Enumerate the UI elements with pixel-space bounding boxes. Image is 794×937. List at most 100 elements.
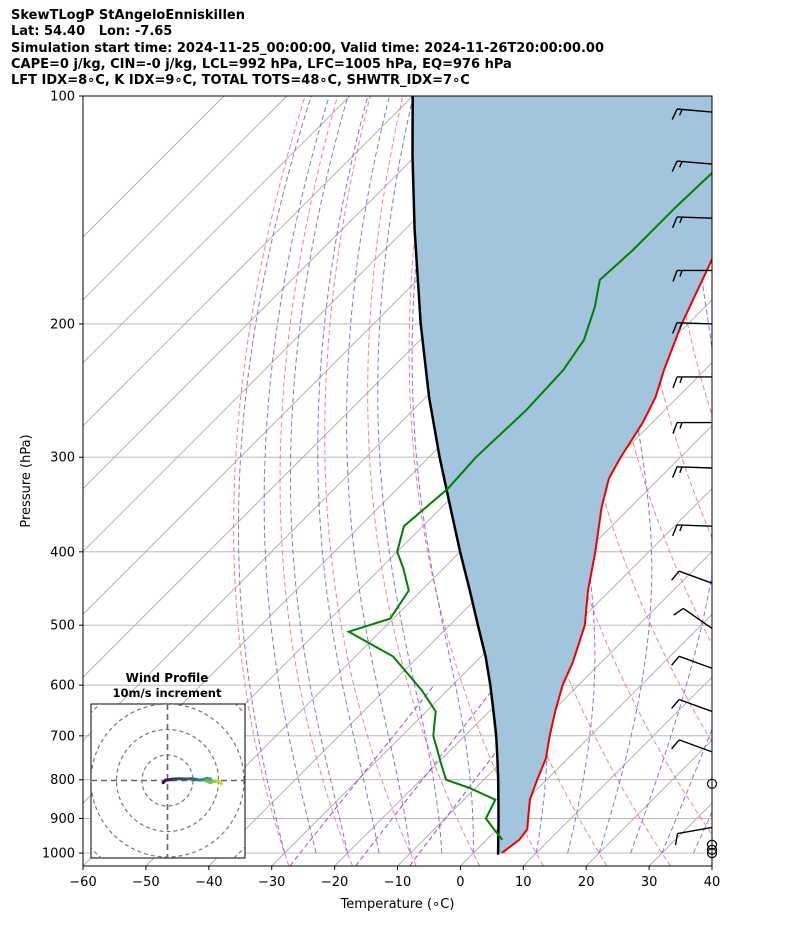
dewpoint-profile-line (346, 171, 712, 841)
wind-barb-calm (706, 848, 718, 859)
wind-barb-staff (676, 524, 713, 527)
location-line: Lat: 54.40 Lon: -7.65 (11, 24, 173, 40)
temperature-tick-label: −10 (384, 875, 411, 890)
wind-barb-flag (671, 570, 680, 581)
dry-adiabat (629, 96, 712, 539)
temperature-tick-label: 0 (456, 875, 464, 890)
moist-adiabat (598, 96, 653, 854)
wind-barb-staff (676, 321, 713, 325)
moist-adiabat (661, 727, 712, 854)
isotherm-line (83, 96, 476, 490)
x-axis-label: Temperature (∘C) (340, 897, 455, 912)
moist-adiabat (725, 96, 794, 853)
pressure-tick-label: 300 (50, 451, 75, 466)
wind-barb-staff (678, 739, 713, 753)
pressure-tick-label: 400 (50, 545, 75, 560)
wind-barb-flag (671, 108, 678, 120)
pressure-tick-label: 900 (50, 812, 75, 827)
isotherm-line (83, 96, 225, 238)
moist-adiabat (411, 96, 474, 854)
temperature-tick-label: −30 (258, 875, 285, 890)
temperature-tick-label: 10 (515, 875, 532, 890)
plot-area (83, 96, 794, 866)
mixing-ratio-line (355, 684, 497, 866)
cape-cin-shading (412, 96, 712, 855)
dry-adiabat (729, 96, 794, 866)
hodograph-subtitle: 10m/s increment (113, 686, 222, 700)
pressure-tick-label: 1000 (42, 847, 75, 862)
wind-barb-flag (671, 322, 678, 334)
hodograph-title: Wind Profile (126, 671, 209, 685)
time-line: Simulation start time: 2024-11-25_00:00:… (11, 40, 604, 56)
wind-barbs (671, 108, 718, 859)
moist-adiabat (346, 96, 411, 854)
wind-barb-flag (674, 833, 679, 846)
moist-adiabat (317, 96, 380, 854)
wind-barb-flag (671, 216, 678, 229)
wind-barb-staff (678, 655, 713, 669)
temperature-profile-line (500, 256, 712, 854)
wind-barb-calm (706, 839, 718, 850)
isotherm-line (83, 96, 414, 427)
isotherm-line (83, 96, 539, 553)
wind-barb-flag (672, 422, 678, 434)
wind-barb-flag (671, 739, 680, 750)
moist-adiabat (238, 96, 312, 854)
hodograph-plot (91, 704, 245, 858)
temperature-tick-label: 30 (641, 875, 658, 890)
wind-barb-half (679, 422, 683, 429)
wind-barb-half (678, 109, 683, 116)
wind-barb-flag (671, 466, 678, 478)
pressure-tick-label: 800 (50, 773, 75, 788)
pressure-tick-label: 600 (50, 679, 75, 694)
wind-barb-calm (706, 844, 718, 855)
temperature-tick-label: −60 (69, 875, 96, 890)
chart-header: SkewTLogP StAngeloEnniskillen Lat: 54.40… (11, 8, 604, 89)
temperature-tick-label: −20 (321, 875, 348, 890)
wind-barb-staff (678, 698, 713, 713)
temperature-tick-label: 40 (704, 875, 721, 890)
wind-barb-flag (671, 524, 678, 537)
wind-barb-staff (678, 570, 713, 584)
temperature-tick-label: −40 (195, 875, 222, 890)
isotherm-line (522, 676, 712, 866)
wind-barb-half (679, 270, 683, 277)
wind-barb-half (679, 376, 683, 384)
wind-barb-flag (671, 655, 680, 666)
dry-adiabat (761, 96, 794, 866)
cape-line: CAPE=0 j/kg, CIN=-0 j/kg, LCL=992 hPa, L… (11, 56, 512, 72)
pressure-tick-label: 500 (50, 619, 75, 634)
isotherm-line (711, 865, 712, 866)
wind-barb-flag (671, 160, 678, 172)
wind-barb-calm (706, 778, 718, 789)
wind-barb-flag (673, 607, 684, 616)
wind-barb-half (679, 466, 683, 474)
isotherm-line (334, 487, 712, 866)
wind-barb-half (678, 161, 683, 168)
y-axis-label: Pressure (hPa) (19, 434, 34, 527)
pressure-tick-label: 700 (50, 729, 75, 744)
pressure-tick-label: 200 (50, 317, 75, 332)
wind-barb-staff (676, 216, 713, 219)
wind-barb-half (679, 216, 683, 224)
wind-barb-flag (672, 376, 678, 389)
isotherm-line (271, 425, 712, 866)
moist-adiabat (630, 96, 712, 854)
wind-barb-staff (676, 466, 713, 469)
moist-adiabat (263, 96, 330, 854)
wind-barb-half (679, 524, 683, 532)
pressure-tick-label: 100 (50, 90, 75, 105)
isotherm-line (460, 613, 712, 866)
wind-barb-half (679, 322, 683, 330)
chart-title: SkewTLogP StAngeloEnniskillen (11, 8, 245, 23)
mixing-ratio-line (289, 684, 435, 866)
dry-adiabat (233, 96, 306, 866)
moist-adiabat (290, 96, 349, 854)
wind-barb-staff (677, 108, 713, 113)
index-line: LFT IDX=8∘C, K IDX=9∘C, TOTAL TOTS=48∘C,… (11, 73, 470, 89)
wind-barb-flag (671, 699, 680, 709)
wind-barb-flag (672, 270, 678, 282)
temperature-tick-label: 20 (578, 875, 595, 890)
